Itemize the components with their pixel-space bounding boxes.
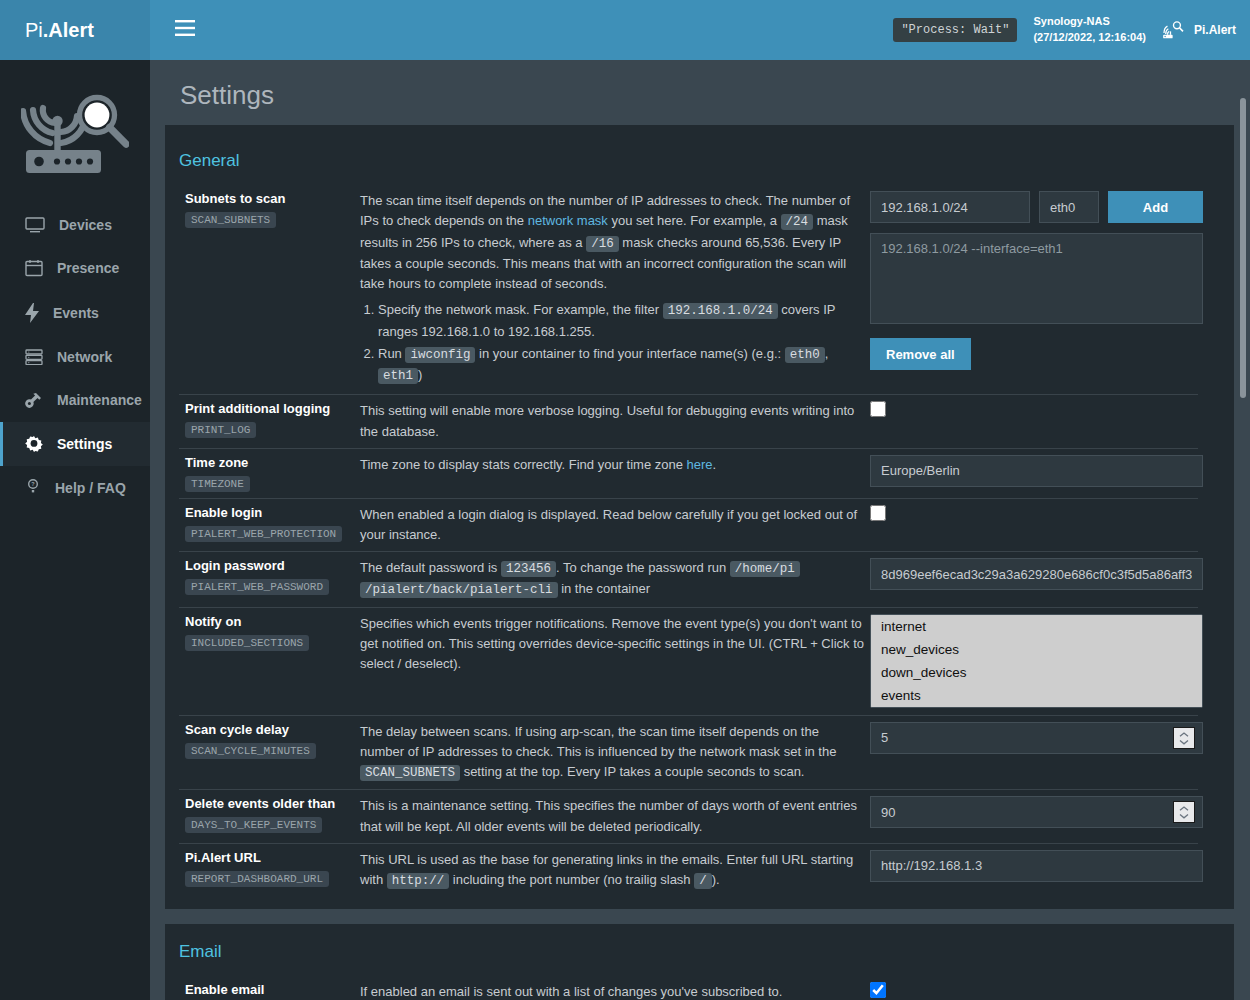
svg-text:?: ? [31,481,35,487]
